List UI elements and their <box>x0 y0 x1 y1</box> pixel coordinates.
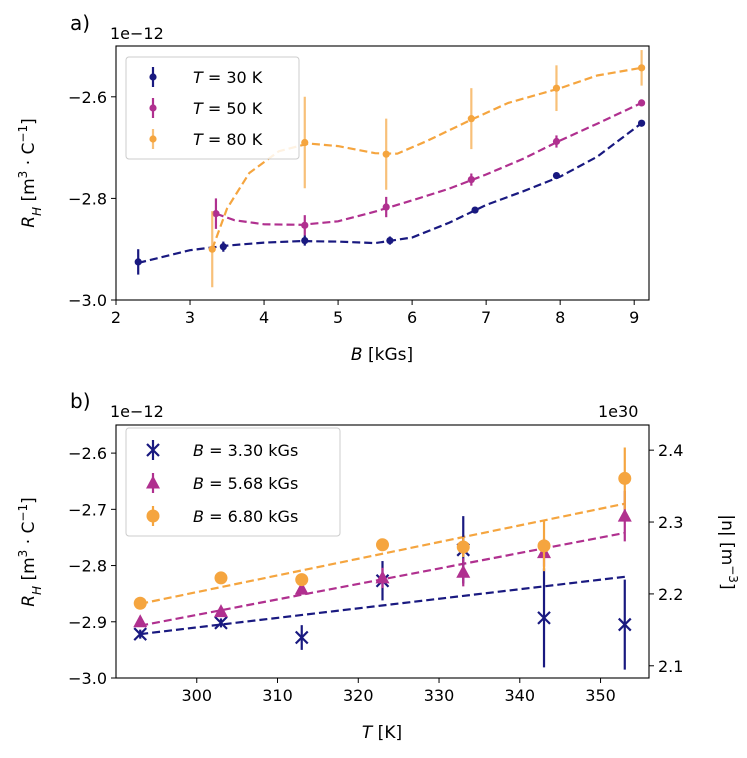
fit-line <box>140 575 625 636</box>
y-tick-label: −2.8 <box>68 557 107 576</box>
data-point <box>219 243 227 251</box>
data-point <box>637 119 646 127</box>
data-point <box>552 137 561 146</box>
y-tick-label: −2.9 <box>68 613 107 632</box>
data-point <box>386 236 394 245</box>
fit-line <box>137 122 643 264</box>
legend-label: B = 6.80 kGs <box>193 507 298 526</box>
panel-b-y-axis-label: RH​ [m3​ · C−1​] <box>16 497 44 607</box>
data-point <box>134 258 142 266</box>
data-point <box>214 571 228 585</box>
data-point <box>375 570 390 584</box>
legend-marker <box>146 443 160 457</box>
legend-marker <box>146 509 160 523</box>
data-point <box>537 539 551 553</box>
x-tick-label: 8 <box>555 308 565 327</box>
data-point <box>294 630 309 645</box>
panel-a-label: a) <box>70 11 90 35</box>
legend-label: B = 3.30 kGs <box>193 441 298 460</box>
panel-b-right-y-axis-label: |n| [m−3​] <box>717 514 740 589</box>
panel-a-legend: T = 30 K T = 50 K T = 80 K <box>125 56 300 160</box>
data-point <box>212 210 220 218</box>
data-point <box>208 245 216 253</box>
legend-label: T = 50 K <box>193 99 263 118</box>
data-point <box>467 115 475 123</box>
fit-line <box>139 502 626 605</box>
panel-b-legend-box <box>125 427 341 537</box>
panel-b-right-y-multiplier: 1e30 <box>598 402 638 421</box>
data-point <box>382 150 390 158</box>
x-tick-label: 300 <box>181 686 212 705</box>
legend-label: T = 30 K <box>193 68 263 87</box>
right-y-tick-label: 2.1 <box>658 657 683 676</box>
data-point <box>376 538 389 552</box>
data-point <box>456 540 470 554</box>
data-point <box>637 64 646 72</box>
panel-a-x-axis-label: B [kGs] <box>351 345 413 365</box>
legend-marker <box>149 73 157 81</box>
x-tick-label: 5 <box>333 308 343 327</box>
x-tick-label: 7 <box>481 308 491 327</box>
x-tick-label: 350 <box>585 686 616 705</box>
x-tick-label: 3 <box>185 308 195 327</box>
right-y-tick-label: 2.2 <box>658 585 683 604</box>
data-point <box>637 99 646 107</box>
legend-label: T = 80 K <box>193 130 263 149</box>
data-point <box>471 206 479 214</box>
legend-marker <box>149 135 157 143</box>
data-point <box>467 176 475 184</box>
legend-marker <box>146 475 160 489</box>
y-tick-label: −2.7 <box>68 500 107 519</box>
data-point <box>301 221 309 229</box>
x-tick-label: 6 <box>407 308 417 327</box>
x-tick-label: 9 <box>629 308 639 327</box>
y-tick-label: −2.6 <box>68 88 107 107</box>
x-tick-label: 2 <box>111 308 121 327</box>
y-tick-label: −3.0 <box>68 669 107 688</box>
panel-a: a) 1e−12 2 3 4 5 6 7 8 9−3.0−2.8−2.6 T = 30 KT … <box>16 11 650 365</box>
right-y-tick-label: 2.4 <box>658 441 683 460</box>
panel-b: b) 1e−12 1e30 300 310 320 330 340 350 −3.0 −2.9… <box>16 389 740 743</box>
data-point <box>133 627 148 641</box>
data-point <box>213 604 228 618</box>
data-point <box>382 203 390 211</box>
x-tick-label: 310 <box>262 686 293 705</box>
data-point <box>456 564 471 578</box>
data-point <box>618 471 632 485</box>
x-tick-label: 340 <box>505 686 536 705</box>
legend-marker <box>149 104 157 112</box>
data-point <box>295 573 309 587</box>
data-point <box>617 617 632 632</box>
panel-b-label: b) <box>70 389 91 413</box>
data-point <box>301 138 309 147</box>
legend-label: B = 5.68 kGs <box>193 474 298 493</box>
fit-line <box>215 101 643 226</box>
panel-b-legend: B = 3.30 kGs B = 5.68 kGs B = 6.80 kGs <box>125 427 341 537</box>
panel-b-x-axis-label: T [K] <box>362 723 402 743</box>
panel-b-y-multiplier: 1e−12 <box>110 402 164 421</box>
data-point <box>552 84 561 92</box>
panel-a-frame <box>115 45 650 301</box>
x-tick-label: 320 <box>343 686 374 705</box>
data-point <box>133 614 148 628</box>
data-point <box>537 611 551 625</box>
x-tick-label: 4 <box>259 308 269 327</box>
x-tick-label: 330 <box>424 686 455 705</box>
panel-a-y-axis-label: RH​ [m3​ · C−1​] <box>16 118 44 228</box>
data-point <box>617 508 632 522</box>
data-point <box>552 171 561 180</box>
y-tick-label: −2.8 <box>68 189 107 208</box>
data-point <box>133 596 147 610</box>
data-point <box>301 236 309 245</box>
y-tick-label: −3.0 <box>68 291 107 310</box>
panel-a-y-multiplier: 1e−12 <box>110 24 164 43</box>
panel-a-legend-box <box>125 56 300 160</box>
right-y-tick-label: 2.3 <box>658 513 683 532</box>
data-point <box>294 581 309 595</box>
y-tick-label: −2.6 <box>68 444 107 463</box>
panel-b-frame <box>115 424 650 679</box>
data-point <box>214 616 228 630</box>
